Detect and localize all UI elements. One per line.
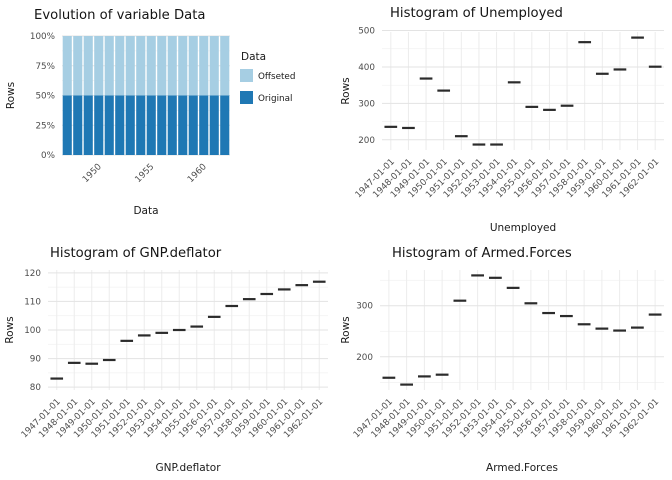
axis-title-y: Rows — [4, 316, 16, 343]
legend-title: Data — [241, 51, 266, 63]
y-tick-label: 25% — [35, 121, 55, 131]
bar-segment-offseted — [146, 36, 156, 96]
bar-segment-original — [178, 95, 188, 155]
axis-title-y: Rows — [340, 316, 352, 343]
y-tick-label: 50% — [35, 92, 55, 102]
y-tick-label: 90 — [30, 355, 42, 365]
axis-title-x: GNP.deflator — [155, 462, 221, 474]
y-tick-label: 100 — [24, 326, 41, 336]
legend-swatch-offseted — [240, 69, 253, 82]
bar-segment-offseted — [94, 36, 104, 96]
chart-title: Histogram of GNP.deflator — [50, 246, 222, 261]
chart-histogram-of-gnp-deflator: 80901001101201947-01-011948-01-011949-01… — [4, 246, 328, 474]
bar-segment-offseted — [220, 36, 230, 96]
y-tick-label: 200 — [356, 353, 373, 363]
y-tick-label: 200 — [358, 136, 375, 146]
bar-segment-offseted — [73, 36, 83, 96]
legend-label: Original — [258, 94, 292, 104]
bar-segment-original — [209, 95, 219, 155]
bar-segment-original — [94, 95, 104, 155]
bar-segment-offseted — [157, 36, 167, 96]
bar-segment-offseted — [62, 36, 72, 96]
bar-segment-offseted — [125, 36, 135, 96]
bar-segment-offseted — [188, 36, 198, 96]
axis-title-x: Unemployed — [490, 222, 556, 234]
bar-segment-original — [220, 95, 230, 155]
axis-title-y: Rows — [5, 82, 17, 109]
chart-title: Evolution of variable Data — [34, 8, 205, 23]
bar-segment-original — [104, 95, 114, 155]
y-tick-label: 0% — [41, 151, 55, 161]
x-tick-label: 1955 — [133, 162, 156, 185]
bar-segment-original — [62, 95, 72, 155]
bar-segment-offseted — [83, 36, 93, 96]
bar-segment-offseted — [115, 36, 125, 96]
bar-segment-offseted — [178, 36, 188, 96]
y-tick-label: 300 — [358, 99, 375, 109]
legend-swatch-original — [240, 91, 253, 104]
bar-segment-offseted — [209, 36, 219, 96]
y-tick-label: 110 — [24, 297, 41, 307]
bar-segment-original — [188, 95, 198, 155]
bar-segment-offseted — [104, 36, 114, 96]
axis-title-x: Armed.Forces — [486, 462, 558, 474]
y-tick-label: 100% — [30, 32, 55, 42]
bar-segment-original — [157, 95, 167, 155]
bar-segment-original — [125, 95, 135, 155]
legend-label: Offseted — [258, 72, 295, 82]
chart-histogram-of-armed-forces: 2003001947-01-011948-01-011949-01-011950… — [340, 246, 664, 474]
axis-title-y: Rows — [340, 77, 352, 104]
bar-segment-original — [83, 95, 93, 155]
bar-segment-offseted — [199, 36, 209, 96]
y-tick-label: 75% — [35, 62, 55, 72]
y-tick-label: 120 — [24, 269, 41, 279]
chart-title: Histogram of Unemployed — [390, 6, 563, 21]
y-tick-label: 300 — [356, 302, 373, 312]
bar-segment-original — [115, 95, 125, 155]
bar-segment-original — [199, 95, 209, 155]
axis-title-x: Data — [133, 205, 158, 217]
chart-evolution-of-variable-data: 0% 25% 50% 75% 100% 1950 1955 1960 Data Offseted O… — [5, 8, 295, 217]
bar-segment-original — [167, 95, 177, 155]
y-tick-label: 500 — [358, 27, 375, 37]
bar-segment-offseted — [136, 36, 146, 96]
bar-segment-original — [146, 95, 156, 155]
chart-histogram-of-unemployed: 2003004005001947-01-011948-01-011949-01-… — [340, 6, 664, 234]
bar-segment-original — [73, 95, 83, 155]
bar-segment-original — [136, 95, 146, 155]
y-tick-label: 80 — [30, 383, 42, 393]
bar-segment-offseted — [167, 36, 177, 96]
x-tick-label: 1960 — [186, 162, 209, 185]
chart-title: Histogram of Armed.Forces — [392, 246, 572, 261]
x-tick-label: 1950 — [81, 162, 104, 185]
y-tick-label: 400 — [358, 63, 375, 73]
